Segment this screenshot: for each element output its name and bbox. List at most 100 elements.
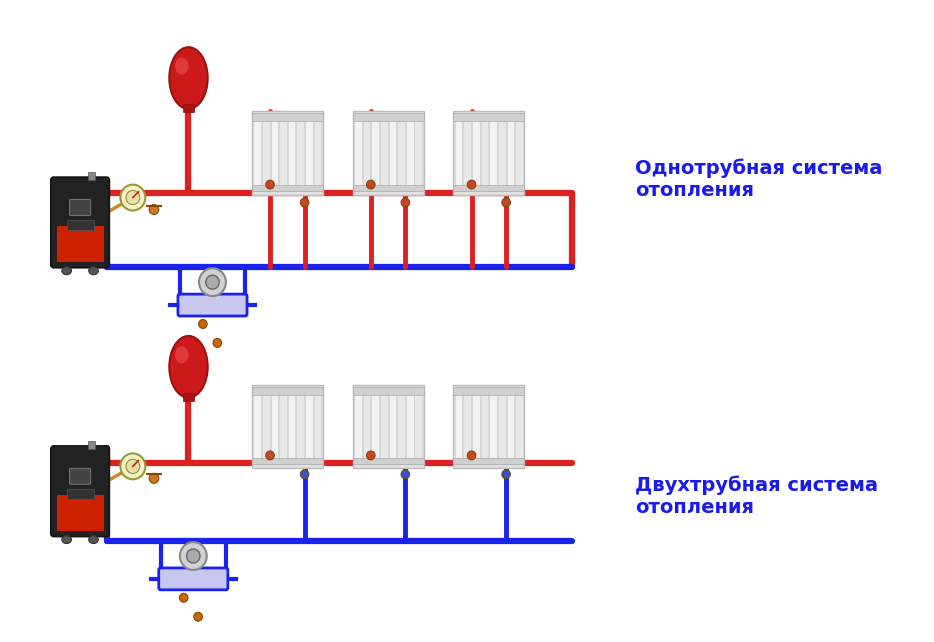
- Bar: [279, 115, 287, 191]
- Bar: [314, 388, 321, 464]
- Circle shape: [401, 198, 410, 207]
- Ellipse shape: [169, 48, 207, 109]
- Bar: [397, 388, 404, 464]
- Bar: [296, 115, 304, 191]
- Bar: [183, 104, 194, 112]
- Circle shape: [401, 470, 410, 479]
- Bar: [262, 115, 270, 191]
- Bar: [453, 386, 524, 395]
- Bar: [372, 388, 379, 464]
- Bar: [406, 388, 414, 464]
- Circle shape: [187, 549, 200, 563]
- Bar: [489, 115, 497, 191]
- Bar: [453, 111, 524, 195]
- Circle shape: [502, 198, 510, 207]
- Circle shape: [301, 470, 309, 479]
- Bar: [498, 388, 505, 464]
- Bar: [354, 115, 361, 191]
- Circle shape: [180, 542, 206, 570]
- Circle shape: [366, 451, 375, 460]
- Bar: [389, 388, 396, 464]
- FancyBboxPatch shape: [159, 568, 228, 590]
- Bar: [262, 388, 270, 464]
- Bar: [352, 113, 424, 121]
- Bar: [305, 115, 313, 191]
- Circle shape: [126, 459, 140, 474]
- Circle shape: [126, 191, 140, 205]
- Bar: [406, 115, 414, 191]
- Bar: [362, 388, 370, 464]
- Bar: [352, 385, 424, 469]
- Bar: [389, 115, 396, 191]
- Bar: [252, 458, 323, 464]
- Circle shape: [149, 473, 159, 483]
- Bar: [352, 185, 424, 191]
- Bar: [271, 115, 278, 191]
- FancyBboxPatch shape: [50, 446, 109, 537]
- Bar: [455, 388, 462, 464]
- Bar: [57, 495, 104, 530]
- Bar: [88, 441, 95, 449]
- Bar: [506, 388, 515, 464]
- FancyBboxPatch shape: [178, 294, 247, 316]
- FancyBboxPatch shape: [69, 200, 91, 216]
- Ellipse shape: [169, 336, 207, 397]
- Bar: [481, 115, 488, 191]
- Bar: [516, 388, 523, 464]
- Bar: [252, 386, 323, 395]
- Bar: [352, 111, 424, 195]
- Ellipse shape: [62, 266, 71, 275]
- Ellipse shape: [89, 266, 98, 275]
- Bar: [88, 172, 95, 180]
- Ellipse shape: [62, 535, 71, 544]
- Ellipse shape: [89, 535, 98, 544]
- Bar: [352, 386, 424, 395]
- Circle shape: [502, 470, 510, 479]
- Bar: [455, 115, 462, 191]
- Ellipse shape: [175, 346, 189, 363]
- Circle shape: [366, 180, 375, 189]
- Ellipse shape: [175, 58, 189, 74]
- Bar: [66, 220, 93, 230]
- Bar: [380, 388, 388, 464]
- Circle shape: [199, 268, 226, 296]
- Bar: [279, 388, 287, 464]
- Bar: [463, 388, 471, 464]
- Bar: [453, 385, 524, 469]
- Circle shape: [266, 451, 275, 460]
- Bar: [372, 115, 379, 191]
- Circle shape: [467, 180, 476, 189]
- Bar: [516, 115, 523, 191]
- Circle shape: [199, 320, 207, 329]
- Bar: [288, 388, 295, 464]
- Circle shape: [179, 593, 188, 602]
- Bar: [453, 185, 524, 191]
- Circle shape: [266, 180, 275, 189]
- Bar: [352, 458, 424, 464]
- Circle shape: [301, 198, 309, 207]
- Circle shape: [120, 453, 146, 480]
- Text: Двухтрубная система
отопления: Двухтрубная система отопления: [635, 476, 878, 517]
- Bar: [314, 115, 321, 191]
- Bar: [252, 185, 323, 191]
- Bar: [489, 388, 497, 464]
- Bar: [253, 388, 261, 464]
- Circle shape: [120, 185, 146, 211]
- Bar: [463, 115, 471, 191]
- Bar: [253, 115, 261, 191]
- FancyBboxPatch shape: [50, 177, 109, 268]
- Bar: [498, 115, 505, 191]
- Bar: [481, 388, 488, 464]
- Circle shape: [205, 275, 219, 289]
- Text: Однотрубная система
отопления: Однотрубная система отопления: [635, 159, 882, 200]
- FancyBboxPatch shape: [69, 469, 91, 484]
- Bar: [183, 393, 194, 401]
- Bar: [472, 115, 480, 191]
- Circle shape: [213, 338, 221, 347]
- Bar: [380, 115, 388, 191]
- Bar: [288, 115, 295, 191]
- Bar: [397, 115, 404, 191]
- Bar: [354, 388, 361, 464]
- Bar: [415, 115, 422, 191]
- Bar: [472, 388, 480, 464]
